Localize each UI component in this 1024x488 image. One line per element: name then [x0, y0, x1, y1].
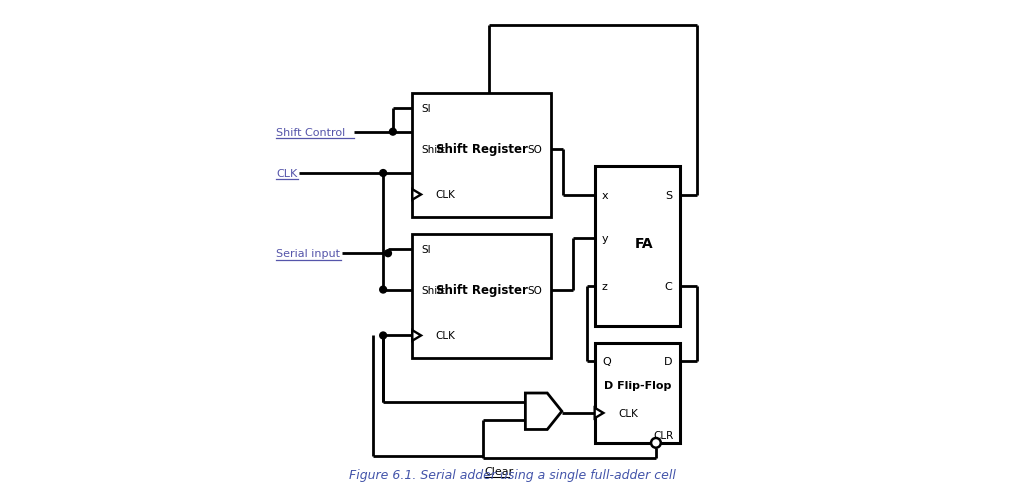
Text: FA: FA: [635, 236, 653, 250]
Text: CLK: CLK: [276, 169, 297, 179]
Text: Shift: Shift: [421, 144, 445, 154]
Text: Clear: Clear: [484, 466, 513, 476]
Circle shape: [380, 286, 386, 293]
Text: Q: Q: [602, 356, 610, 366]
Polygon shape: [595, 408, 603, 418]
Text: S: S: [666, 190, 673, 200]
Bar: [413, 94, 551, 217]
Text: Serial input: Serial input: [276, 249, 340, 259]
Polygon shape: [413, 330, 421, 341]
Circle shape: [651, 438, 660, 448]
Bar: [595, 344, 680, 443]
Polygon shape: [525, 393, 562, 429]
Text: CLK: CLK: [435, 190, 456, 200]
Bar: [595, 166, 680, 326]
Text: z: z: [602, 282, 608, 291]
Circle shape: [389, 129, 396, 136]
Text: Shift Control: Shift Control: [276, 127, 345, 138]
Text: D: D: [664, 356, 673, 366]
Text: CLR: CLR: [653, 430, 674, 440]
Text: Shift: Shift: [421, 285, 445, 295]
Text: C: C: [665, 282, 673, 291]
Text: SO: SO: [527, 144, 542, 154]
Circle shape: [380, 170, 386, 177]
Text: SI: SI: [421, 244, 431, 254]
Text: CLK: CLK: [618, 408, 638, 418]
Polygon shape: [413, 190, 421, 200]
Circle shape: [380, 332, 386, 339]
Text: D Flip-Flop: D Flip-Flop: [603, 380, 671, 390]
Text: x: x: [602, 190, 608, 200]
Text: Shift Register: Shift Register: [435, 143, 527, 156]
Text: Figure 6.1. Serial adder using a single full-adder cell: Figure 6.1. Serial adder using a single …: [348, 468, 676, 481]
Text: SI: SI: [421, 103, 431, 113]
Circle shape: [385, 250, 391, 257]
Text: Shift Register: Shift Register: [435, 284, 527, 297]
Bar: [413, 234, 551, 358]
Text: CLK: CLK: [435, 331, 456, 341]
Text: SO: SO: [527, 285, 542, 295]
Text: y: y: [602, 233, 608, 244]
